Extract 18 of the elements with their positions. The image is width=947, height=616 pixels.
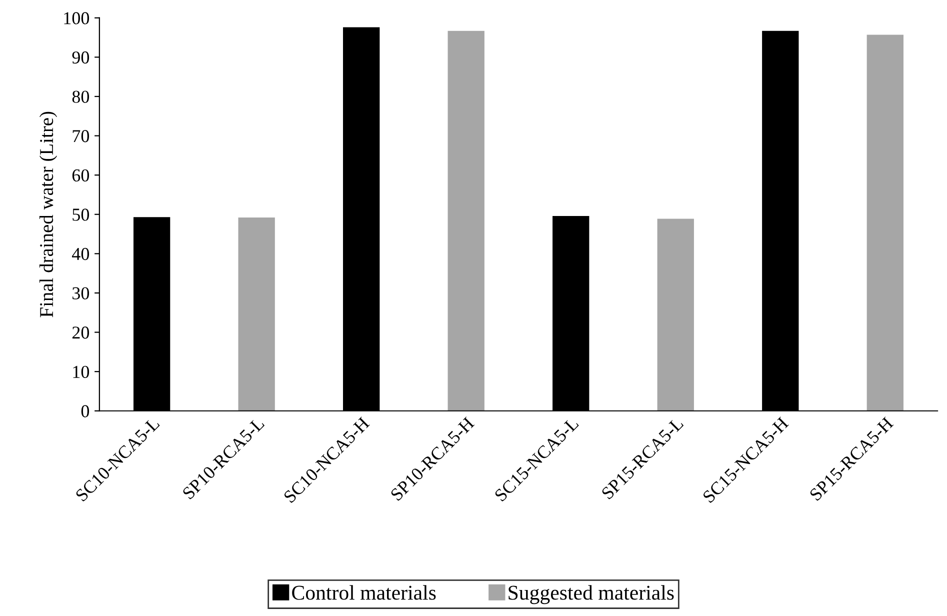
bar xyxy=(866,34,904,411)
y-tick-label: 40 xyxy=(72,248,90,260)
legend-label: Control materials xyxy=(292,585,436,600)
bar xyxy=(657,218,694,411)
bar xyxy=(238,218,275,411)
y-tick-label: 70 xyxy=(72,130,90,142)
y-tick-label: 10 xyxy=(73,366,90,378)
y-tick-label: 60 xyxy=(72,169,90,182)
legend-label: Suggested materials xyxy=(508,585,674,604)
y-tick-label: 50 xyxy=(72,208,90,221)
y-tick-label: 90 xyxy=(72,51,90,64)
y-tick-label: 20 xyxy=(72,326,90,339)
y-axis-title: Final drained water (Litre) xyxy=(39,112,58,318)
y-tick-label: 100 xyxy=(64,12,90,24)
y-tick-label: 30 xyxy=(72,287,90,300)
y-tick-label: 80 xyxy=(72,90,90,103)
y-tick-label: 0 xyxy=(81,405,90,418)
bar xyxy=(448,30,484,411)
